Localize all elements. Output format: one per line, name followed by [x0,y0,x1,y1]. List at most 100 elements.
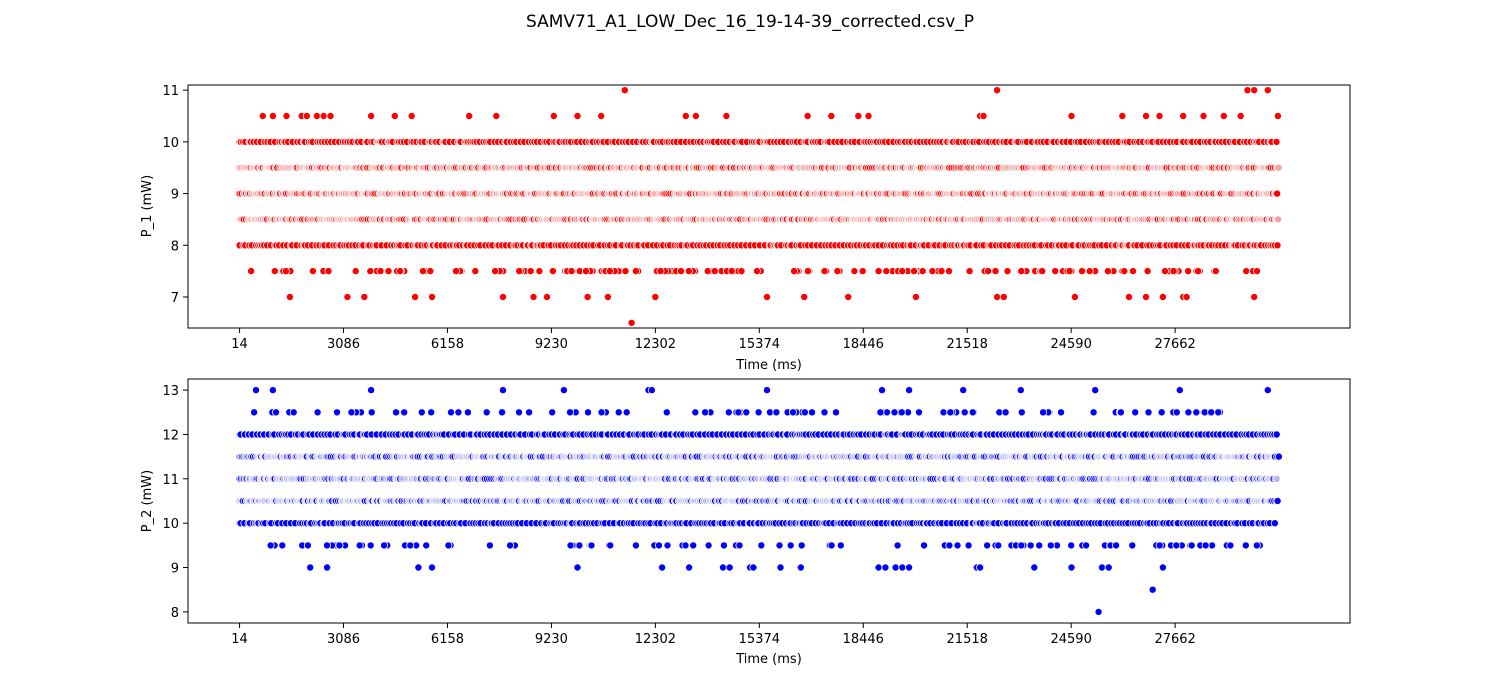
p1-point [407,112,416,121]
p1-point [351,267,360,276]
p1-point [605,267,614,276]
chart-p2: 14 3086 6158 9230 12302 15374 18446 21518 24590 2… [140,378,1351,667]
p1-point [526,267,535,276]
p1-point [302,112,311,121]
p1-point [677,267,686,276]
x-tick-label: 27662 [1154,337,1195,352]
p1-point [993,292,1002,301]
p1-point [308,267,317,276]
p1-point [451,267,460,276]
p1-point [418,267,427,276]
p1-point [285,292,294,301]
x-tick-label: 15374 [739,337,780,352]
p1-point [827,112,836,121]
x-tick-label: 6158 [431,337,464,352]
p1-plot-frame [187,84,1351,329]
p1-point [1182,292,1191,301]
p1-point [465,112,474,121]
p1-point [1274,215,1283,224]
p1-point [681,112,690,121]
p1-point [803,267,812,276]
p1-point [384,267,393,276]
p1-point [1169,267,1178,276]
p1-point [991,267,1000,276]
p1-point [1158,292,1167,301]
p2-marks [235,386,1283,616]
p2-point [1272,474,1281,483]
p1-point [691,112,700,121]
p1-point [965,267,974,276]
p1-point [911,292,920,301]
p1-point [621,267,630,276]
p1-point [597,112,606,121]
p1-x-axis: 14 3086 6158 9230 12302 15374 18446 21518 24590 2… [231,328,1196,352]
p1-point [1067,112,1076,121]
p1-point [427,292,436,301]
p1-point [1051,267,1060,276]
x-tick-label: 14 [231,337,248,352]
p1-point [1142,112,1151,121]
p1-point [567,267,576,276]
p1-point [854,112,863,121]
p1-point [722,112,731,121]
p1-point [1219,112,1228,121]
p1-point [999,292,1008,301]
p1-point [1236,112,1245,121]
p1-point [651,292,660,301]
p1-point [1243,86,1252,95]
p2-point [1270,519,1279,528]
p1-point [928,267,937,276]
p1-point [898,267,907,276]
chart-p1: 14 3086 6158 9230 12302 15374 18446 21518 24590 2… [140,84,1351,373]
p1-point [1199,112,1208,121]
p1-point [1129,267,1138,276]
p1-point [583,292,592,301]
p1-point [1142,292,1151,301]
p1-point [1038,267,1047,276]
p1-point [993,86,1002,95]
p1-point [703,267,712,276]
y-tick-label: 9 [171,188,179,203]
p1-point [882,267,891,276]
p1-point [491,267,500,276]
x-tick-label: 9230 [535,337,568,352]
y-tick-label: 8 [171,239,179,254]
p1-point [326,112,335,121]
p1-point [426,267,435,276]
p1-point [548,267,557,276]
p1-point [515,267,524,276]
p1-point [1211,267,1220,276]
p1-point [324,267,333,276]
p1-point [411,292,420,301]
p1-point [247,267,256,276]
p1-point [984,267,993,276]
p1-point [1103,267,1112,276]
p1-point [471,267,480,276]
p1-point [874,267,883,276]
p1-point [979,112,988,121]
p1-point [270,267,279,276]
p1-point [1273,189,1282,198]
p1-point [1184,267,1193,276]
p1-point [543,292,552,301]
p1-point [1263,86,1272,95]
p1-point [1273,112,1282,121]
p1-point [790,267,799,276]
p1-point [573,112,582,121]
p1-point [627,318,636,327]
p1-point [281,267,290,276]
p1-point [282,112,291,121]
p1-point [549,112,558,121]
figure-title: SAMV71_A1_LOW_Dec_16_19-14-39_corrected.… [526,12,974,32]
p1-point [603,292,612,301]
p1-point [258,112,267,121]
p1-point [727,267,736,276]
p1-point [1250,86,1259,95]
p1-point [360,292,369,301]
p1-point [763,292,772,301]
p1-point [937,267,946,276]
p1-point [833,267,842,276]
p1-point [910,267,919,276]
